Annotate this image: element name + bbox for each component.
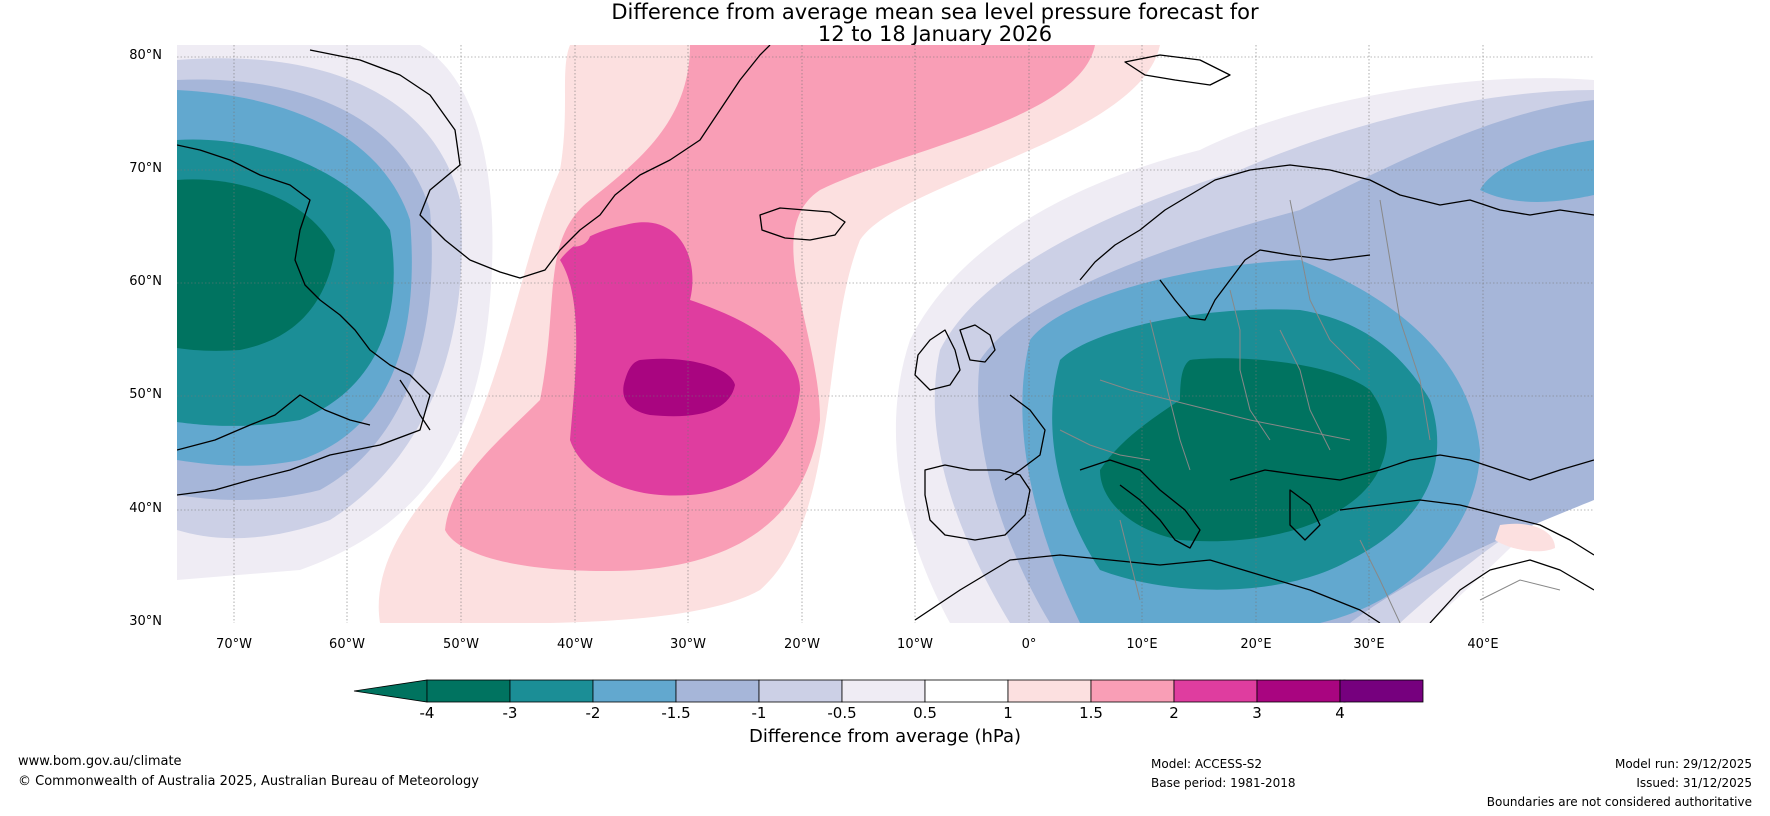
country-borders bbox=[1059, 199, 1561, 623]
colorbar-tick-label: -4 bbox=[419, 704, 435, 722]
anomaly-field bbox=[177, 45, 1594, 623]
colorbar-tick-label: 1.5 bbox=[1079, 704, 1103, 722]
colorbar-segment bbox=[1090, 679, 1175, 703]
colorbar-tick-label: 1 bbox=[1003, 704, 1013, 722]
model-text: Model: ACCESS-S2 bbox=[1151, 757, 1263, 771]
colorbar-tick-label: 3 bbox=[1252, 704, 1262, 722]
lat-label-80n: 80°N bbox=[129, 48, 162, 63]
gridlines bbox=[177, 45, 1594, 623]
lon-label-30w: 30°W bbox=[670, 637, 706, 652]
base-period-text: Base period: 1981-2018 bbox=[1151, 776, 1296, 790]
colorbar-tick-label: 2 bbox=[1169, 704, 1179, 722]
issued-text: Issued: 31/12/2025 bbox=[1636, 776, 1752, 790]
colorbar-segment bbox=[675, 679, 760, 703]
colorbar-segment bbox=[841, 679, 926, 703]
colorbar-segment bbox=[509, 679, 594, 703]
coastlines bbox=[177, 45, 1594, 623]
lon-label-50w: 50°W bbox=[443, 637, 479, 652]
europe-low-anomaly bbox=[895, 78, 1594, 623]
lat-label-40n: 40°N bbox=[129, 501, 162, 516]
colorbar-tick-label: -0.5 bbox=[827, 704, 857, 722]
map-title-line1: Difference from average mean sea level p… bbox=[611, 0, 1259, 24]
model-run-text: Model run: 29/12/2025 bbox=[1614, 757, 1752, 771]
colorbar-segment bbox=[426, 679, 511, 703]
lon-label-30e: 30°E bbox=[1353, 637, 1385, 652]
colorbar-segment bbox=[1339, 679, 1424, 703]
lon-label-20w: 20°W bbox=[784, 637, 820, 652]
lat-label-30n: 30°N bbox=[129, 614, 162, 629]
colorbar-segments bbox=[426, 679, 1424, 703]
colorbar-segment bbox=[592, 679, 677, 703]
atlantic-high-anomaly bbox=[378, 45, 1160, 623]
colorbar-segment bbox=[1173, 679, 1258, 703]
colorbar-tick-label: -2 bbox=[585, 704, 601, 722]
colorbar-title: Difference from average (hPa) bbox=[748, 726, 1022, 747]
map-title-line2: 12 to 18 January 2026 bbox=[817, 22, 1053, 46]
colorbar-tick-label: 4 bbox=[1335, 704, 1345, 722]
colorbar-tick-label: -3 bbox=[502, 704, 518, 722]
colorbar-segment bbox=[1007, 679, 1092, 703]
lon-label-40w: 40°W bbox=[557, 637, 593, 652]
lon-label-20e: 20°E bbox=[1240, 637, 1272, 652]
copyright-text: © Commonwealth of Australia 2025, Austra… bbox=[18, 774, 479, 789]
colorbar-tick-label: 0.5 bbox=[913, 704, 937, 722]
disclaimer-text: Boundaries are not considered authoritat… bbox=[1486, 795, 1752, 809]
lon-label-70w: 70°W bbox=[216, 637, 252, 652]
colorbar-segment bbox=[924, 679, 1009, 703]
lat-label-50n: 50°N bbox=[129, 387, 162, 402]
west-low-anomaly bbox=[177, 45, 493, 580]
lon-label-10w: 10°W bbox=[897, 637, 933, 652]
colorbar-tick-label: -1.5 bbox=[661, 704, 691, 722]
colorbar-tick-label: -1 bbox=[751, 704, 767, 722]
lon-label-0: 0° bbox=[1021, 637, 1037, 652]
lat-label-70n: 70°N bbox=[129, 161, 162, 176]
colorbar-segment bbox=[1256, 679, 1341, 703]
website-link[interactable]: www.bom.gov.au/climate bbox=[18, 754, 182, 769]
lon-label-40e: 40°E bbox=[1467, 637, 1499, 652]
lon-label-10e: 10°E bbox=[1126, 637, 1158, 652]
colorbar-segment bbox=[758, 679, 843, 703]
colorbar-under-arrow bbox=[353, 679, 428, 703]
lat-label-60n: 60°N bbox=[129, 274, 162, 289]
lon-label-60w: 60°W bbox=[329, 637, 365, 652]
